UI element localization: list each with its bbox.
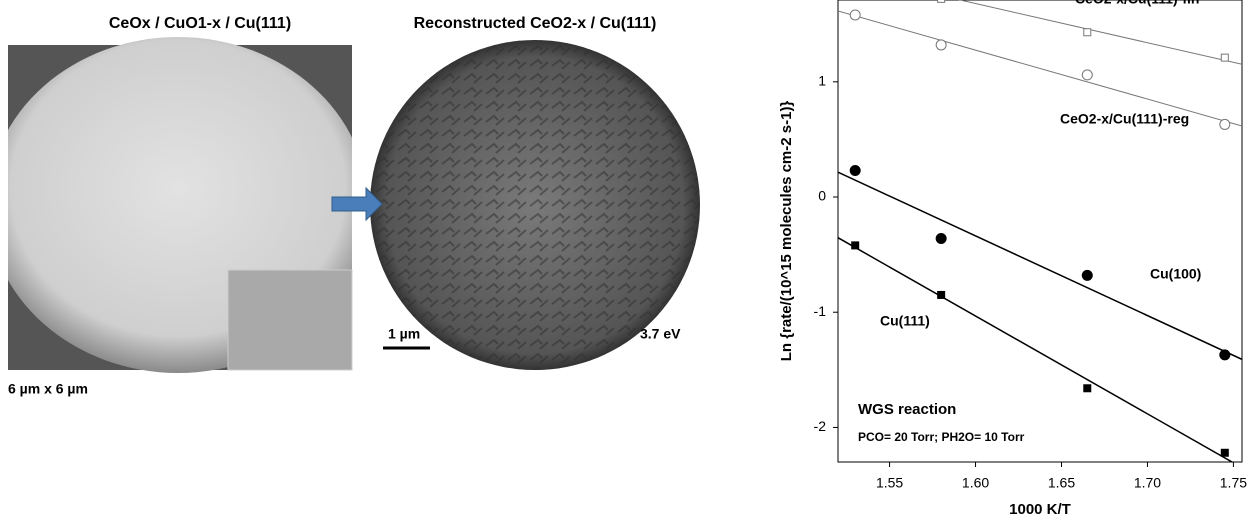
point	[936, 233, 946, 243]
panel-title: CeOx / CuO1-x / Cu(111)	[109, 15, 291, 32]
x-tick-label: 1.55	[876, 475, 903, 491]
point	[938, 291, 945, 298]
caption: 6 µm x 6 µm	[8, 381, 88, 397]
mask	[0, 0, 8, 526]
annotation: PCO= 20 Torr; PH2O= 10 Torr	[858, 430, 1025, 444]
series-label: Cu(111)	[880, 313, 930, 329]
plot-frame	[838, 0, 1242, 462]
y-axis-label: Ln {rate/(10^15 molecules cm-2 s-1)}	[778, 101, 795, 362]
point	[1220, 119, 1230, 129]
point	[936, 40, 946, 50]
point	[1084, 29, 1091, 36]
point	[938, 0, 945, 2]
series-label: CeO2-x/Cu(111)-fin	[1075, 0, 1199, 7]
x-tick-label: 1.65	[1048, 475, 1075, 491]
point	[1084, 385, 1091, 392]
point	[852, 242, 859, 249]
inset-image	[228, 270, 352, 370]
fit-line	[838, 11, 1242, 126]
figure: CeOx / CuO1-x / Cu(111) 6 µm x 6 µm Reco…	[0, 0, 1258, 526]
y-tick-label: -1	[814, 303, 827, 319]
y-tick-label: 1	[818, 73, 826, 89]
annotation: WGS reaction	[858, 401, 956, 418]
fit-line	[838, 0, 1242, 64]
point	[850, 166, 860, 176]
series-label: Cu(100)	[1150, 266, 1201, 282]
energy-label: 3.7 eV	[640, 326, 681, 342]
series-label: CeO2-x/Cu(111)-reg	[1060, 111, 1189, 127]
x-tick-label: 1.75	[1220, 475, 1247, 491]
point	[1221, 54, 1228, 61]
point	[850, 10, 860, 20]
plot-area	[838, 0, 1242, 468]
page: CeOx / CuO1-x / Cu(111) 6 µm x 6 µm Reco…	[0, 0, 1258, 526]
point	[1221, 449, 1228, 456]
panel-title: Reconstructed CeO2-x / Cu(111)	[414, 15, 657, 32]
x-axis-label: 1000 K/T	[1009, 501, 1071, 518]
scale-label: 1 µm	[388, 326, 420, 342]
point	[1082, 70, 1092, 80]
point	[1082, 270, 1092, 280]
y-tick-label: 0	[818, 188, 826, 204]
point	[1220, 350, 1230, 360]
x-tick-label: 1.60	[962, 475, 989, 491]
texture	[370, 40, 700, 370]
x-tick-label: 1.70	[1134, 475, 1161, 491]
y-tick-label: -2	[814, 418, 827, 434]
